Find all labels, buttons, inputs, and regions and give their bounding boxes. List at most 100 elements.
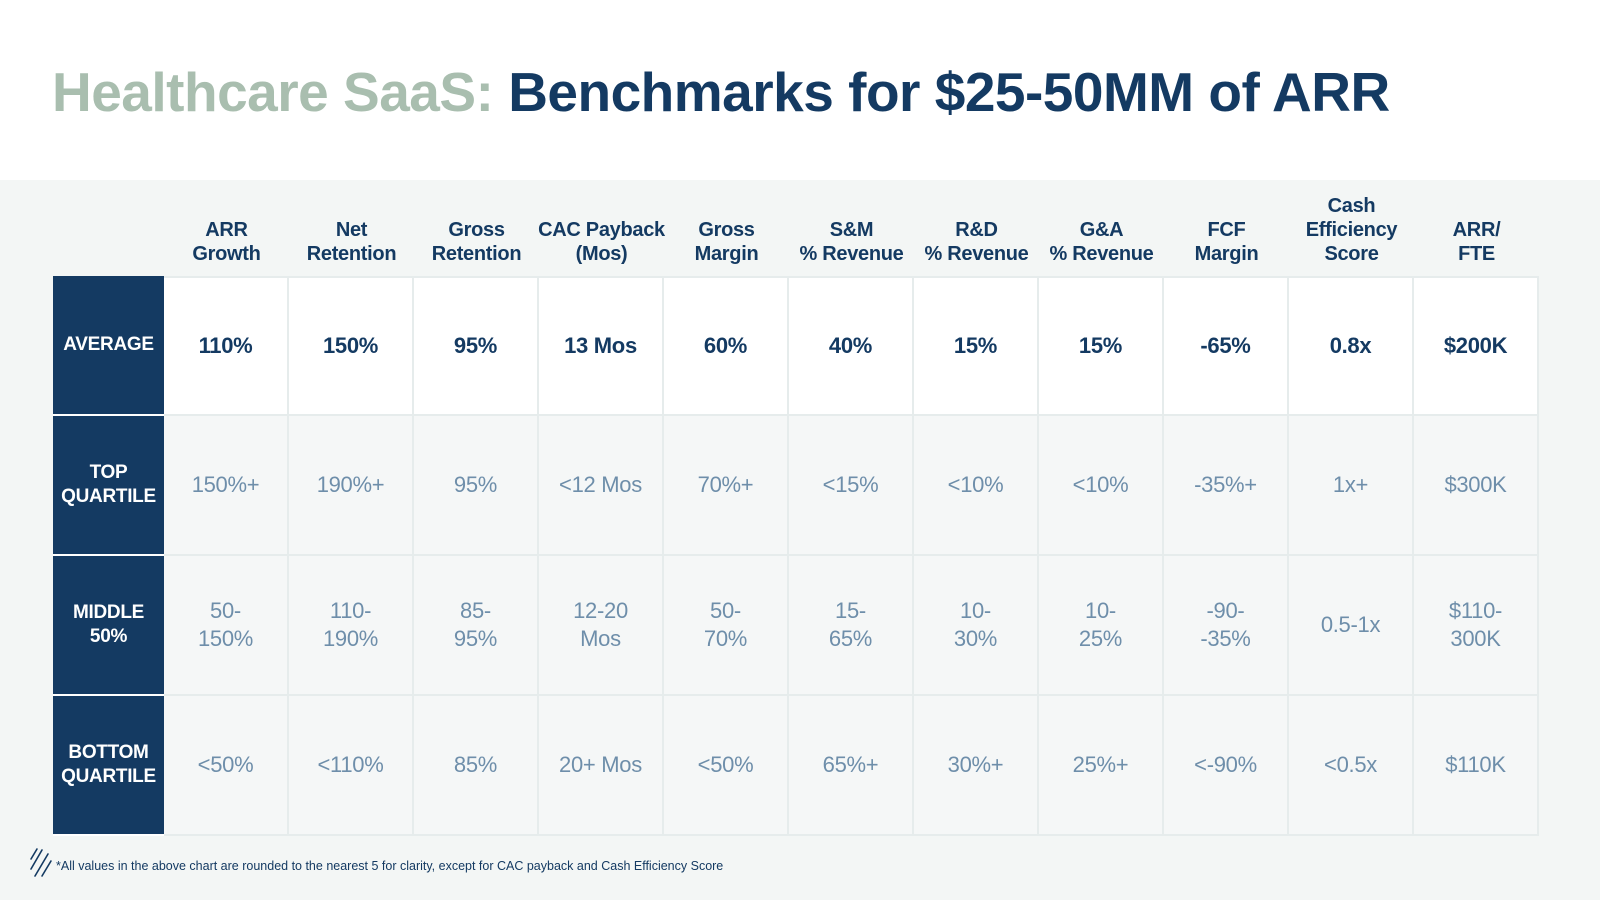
cell-value-line: 10- [1085, 598, 1116, 623]
footnote: *All values in the above chart are round… [56, 859, 724, 873]
column-header: S&M% Revenue [789, 190, 914, 276]
table-cell: <50% [664, 696, 789, 836]
table-cell: -90- -35% [1164, 556, 1289, 696]
row-header-line: QUARTILE [61, 766, 156, 787]
table-cell: <10% [914, 416, 1039, 556]
column-header: Gross Retention [414, 190, 539, 276]
column-header-line: Margin [1194, 243, 1259, 265]
row-header-line: TOP [89, 462, 128, 483]
cell-value-line: 25%+ [1072, 752, 1129, 777]
table-cell: 190%+ [289, 416, 414, 556]
cell-value-line: 85- [460, 598, 491, 623]
table-cell: $110- 300K [1414, 556, 1539, 696]
cell-value-line: 12-20 [573, 598, 628, 623]
column-header-line: FCF [1207, 219, 1246, 241]
cell-value-line: 150% [197, 626, 254, 651]
table-cell: 85% [414, 696, 539, 836]
cell-value-line: 150% [322, 333, 379, 358]
column-header-label: Gross Margin [695, 218, 759, 266]
table-cell: <110% [289, 696, 414, 836]
row-header: TOP QUARTILE [53, 416, 164, 556]
table-cell: 70%+ [664, 416, 789, 556]
table-cell: 10- 30% [914, 556, 1039, 696]
cell-value-line: 1x+ [1332, 472, 1369, 497]
table-cell: 50- 150% [164, 556, 289, 696]
cell-value-line: <110% [317, 752, 384, 777]
title-accent: Healthcare SaaS: [52, 61, 494, 123]
cell-value-line: 30% [953, 626, 998, 651]
column-header-line: ARR [205, 219, 248, 241]
table-cell: 13 Mos [539, 276, 664, 416]
cell-value-line: $110K [1445, 752, 1506, 777]
column-header-label: Cash Efficiency Score [1305, 194, 1398, 266]
cell-value-line: 95% [453, 472, 498, 497]
cell-value-line: 85% [453, 752, 498, 777]
table-cell: $300K [1414, 416, 1539, 556]
row-header-line: QUARTILE [61, 486, 156, 507]
table-cell: 15- 65% [789, 556, 914, 696]
row-header-line: MIDDLE [72, 602, 145, 623]
table-cell: $200K [1414, 276, 1539, 416]
table-cell: <10% [1039, 416, 1164, 556]
column-header-line: Efficiency [1305, 219, 1398, 241]
row-header: AVERAGE [53, 276, 164, 416]
cell-value-line: 110- [329, 598, 372, 623]
table-cell: <15% [789, 416, 914, 556]
cell-value-line: $110- [1448, 598, 1503, 623]
column-header-line: CAC Payback [538, 219, 665, 241]
column-header-line: Margin [694, 243, 759, 265]
cell-value-line: 150%+ [191, 472, 260, 497]
table-cell: <50% [164, 696, 289, 836]
cell-value-line: <10% [1072, 472, 1129, 497]
column-header-label: FCF Margin [1195, 218, 1259, 266]
footer: *All values in the above chart are round… [28, 845, 723, 879]
column-header-line: Retention [431, 243, 522, 265]
column-header-line: Gross [698, 219, 755, 241]
column-header-label: R&D% Revenue [924, 218, 1028, 266]
cell-value-line: 190%+ [316, 472, 385, 497]
row-header: MIDDLE 50% [53, 556, 164, 696]
column-header-label: ARR Growth [192, 218, 261, 266]
cell-value-line: 110% [198, 333, 253, 358]
column-header-label: G&A% Revenue [1049, 218, 1153, 266]
table-cell: 85- 95% [414, 556, 539, 696]
cell-value-line: <-90% [1194, 752, 1257, 777]
table-cell: 0.8x [1289, 276, 1414, 416]
table-cell: $110K [1414, 696, 1539, 836]
table-cell: 40% [789, 276, 914, 416]
cell-value-line: 65%+ [822, 752, 879, 777]
table-cell: 20+ Mos [539, 696, 664, 836]
cell-value-line: $200K [1443, 333, 1508, 358]
column-header-line: FTE [1458, 243, 1495, 265]
table-cell: 15% [1039, 276, 1164, 416]
column-header-line: (Mos) [575, 243, 628, 265]
table-cell: 150% [289, 276, 414, 416]
cell-value-line: 190% [322, 626, 379, 651]
cell-value-line: <12 Mos [559, 472, 642, 497]
cell-value-line: 50- [710, 598, 741, 623]
brand-logo-icon [30, 848, 52, 877]
column-header: R&D% Revenue [914, 190, 1039, 276]
column-header-line: Growth [192, 243, 261, 265]
cell-value-line: <0.5x [1324, 752, 1377, 777]
column-header-label: S&M% Revenue [799, 218, 903, 266]
cell-value-line: 0.5-1x [1320, 612, 1381, 637]
column-header-line: % Revenue [799, 243, 904, 265]
column-header: Net Retention [289, 190, 414, 276]
cell-value-line: 40% [828, 333, 873, 358]
cell-value-line: 15% [953, 333, 998, 358]
table-cell: <0.5x [1289, 696, 1414, 836]
cell-value-line: 65% [828, 626, 873, 651]
cell-value-line: 95% [453, 333, 498, 358]
cell-value-line: -35% [1200, 626, 1251, 651]
column-header-line: ARR/ [1452, 219, 1501, 241]
column-header-line: Score [1324, 243, 1379, 265]
column-header: G&A% Revenue [1039, 190, 1164, 276]
cell-value-line: 60% [703, 333, 748, 358]
cell-value-line: 15- [835, 598, 866, 623]
table-corner [53, 190, 164, 276]
table-cell: <-90% [1164, 696, 1289, 836]
cell-value-line: 13 Mos [564, 333, 637, 358]
column-header-line: R&D [955, 219, 998, 241]
column-header-label: ARR/FTE [1453, 218, 1501, 266]
